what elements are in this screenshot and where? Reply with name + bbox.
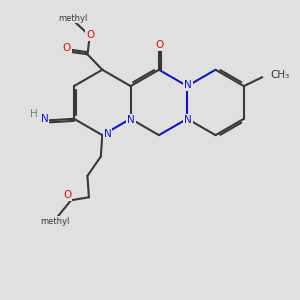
Text: methyl: methyl: [40, 217, 70, 226]
Text: O: O: [63, 190, 72, 200]
Text: N: N: [104, 129, 112, 139]
Text: N: N: [184, 80, 192, 90]
Text: N: N: [127, 115, 135, 125]
Text: methyl: methyl: [58, 14, 88, 23]
Text: H: H: [30, 109, 38, 119]
Text: CH₃: CH₃: [271, 70, 290, 80]
Text: N: N: [41, 114, 48, 124]
Text: N: N: [184, 115, 192, 125]
Text: O: O: [86, 30, 94, 40]
Text: O: O: [155, 40, 164, 50]
Text: O: O: [63, 44, 71, 53]
